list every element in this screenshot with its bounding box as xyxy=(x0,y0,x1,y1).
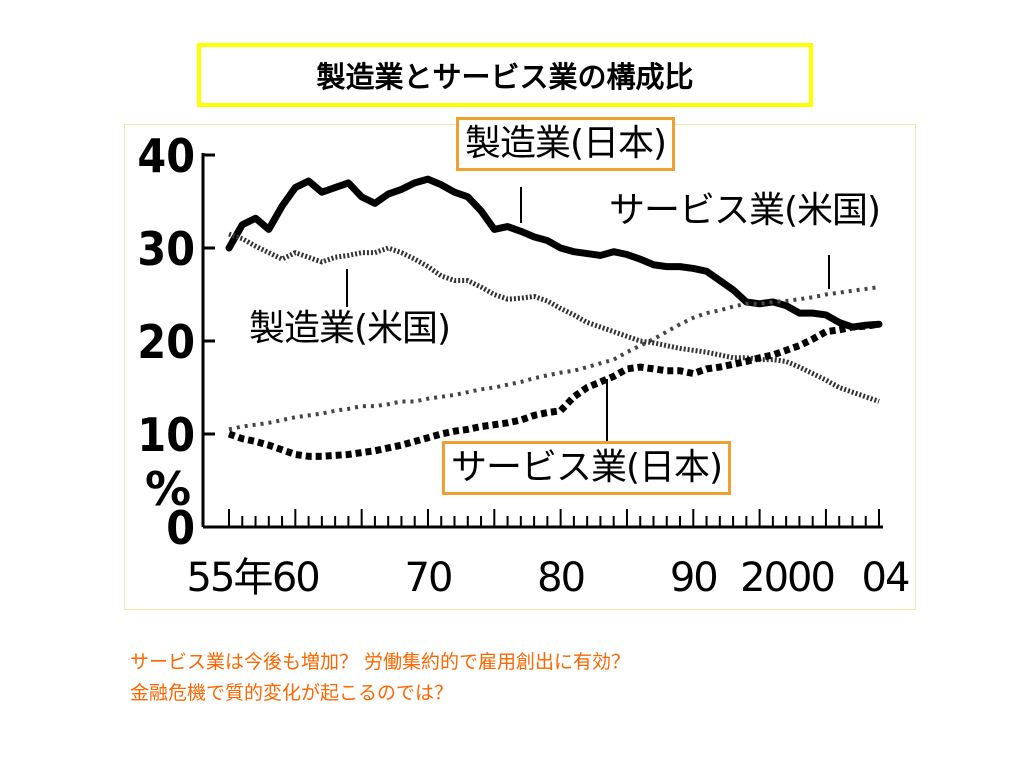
x-tick-label: 04 xyxy=(862,555,909,601)
y-tick-label: 40 xyxy=(137,129,195,183)
note-line-1: サービス業は今後も増加？ 労働集約的で雇用創出に有効？ xyxy=(130,651,631,673)
y-axis-label: % xyxy=(145,462,191,516)
x-tick-label: 2000 xyxy=(740,555,834,601)
x-tick-label: 90 xyxy=(670,555,717,601)
series-line xyxy=(227,320,880,460)
chart: 0 10 20 30 40% 55年 60 70 80 90 2000 04 製造業(日本) サービス… xyxy=(124,117,916,610)
label-manufacturing-us: 製造業(米国) xyxy=(249,308,451,349)
chart-plot: 0 10 20 30 40% 55年 60 70 80 90 2000 04 xyxy=(137,129,911,601)
x-tick-label: 80 xyxy=(537,555,584,601)
y-tick-label: 10 xyxy=(137,408,195,462)
label-services-japan: サービス業(日本) xyxy=(442,441,732,495)
label-services-us: サービス業(米国) xyxy=(609,190,881,231)
x-tick-label: 70 xyxy=(405,555,452,601)
series-line xyxy=(228,285,880,432)
slide-title: 製造業とサービス業の構成比 xyxy=(197,43,813,107)
y-tick-label: 30 xyxy=(137,222,195,276)
note-line-2: 金融危機で質的変化が起こるのでは？ xyxy=(130,682,454,704)
x-tick-label: 60 xyxy=(272,555,319,601)
y-tick-label: 0 xyxy=(166,501,195,555)
series-line xyxy=(228,231,880,404)
y-tick-label: 20 xyxy=(137,315,195,369)
x-tick-label: 55年 xyxy=(187,555,273,601)
label-manufacturing-japan: 製造業(日本) xyxy=(456,117,676,171)
